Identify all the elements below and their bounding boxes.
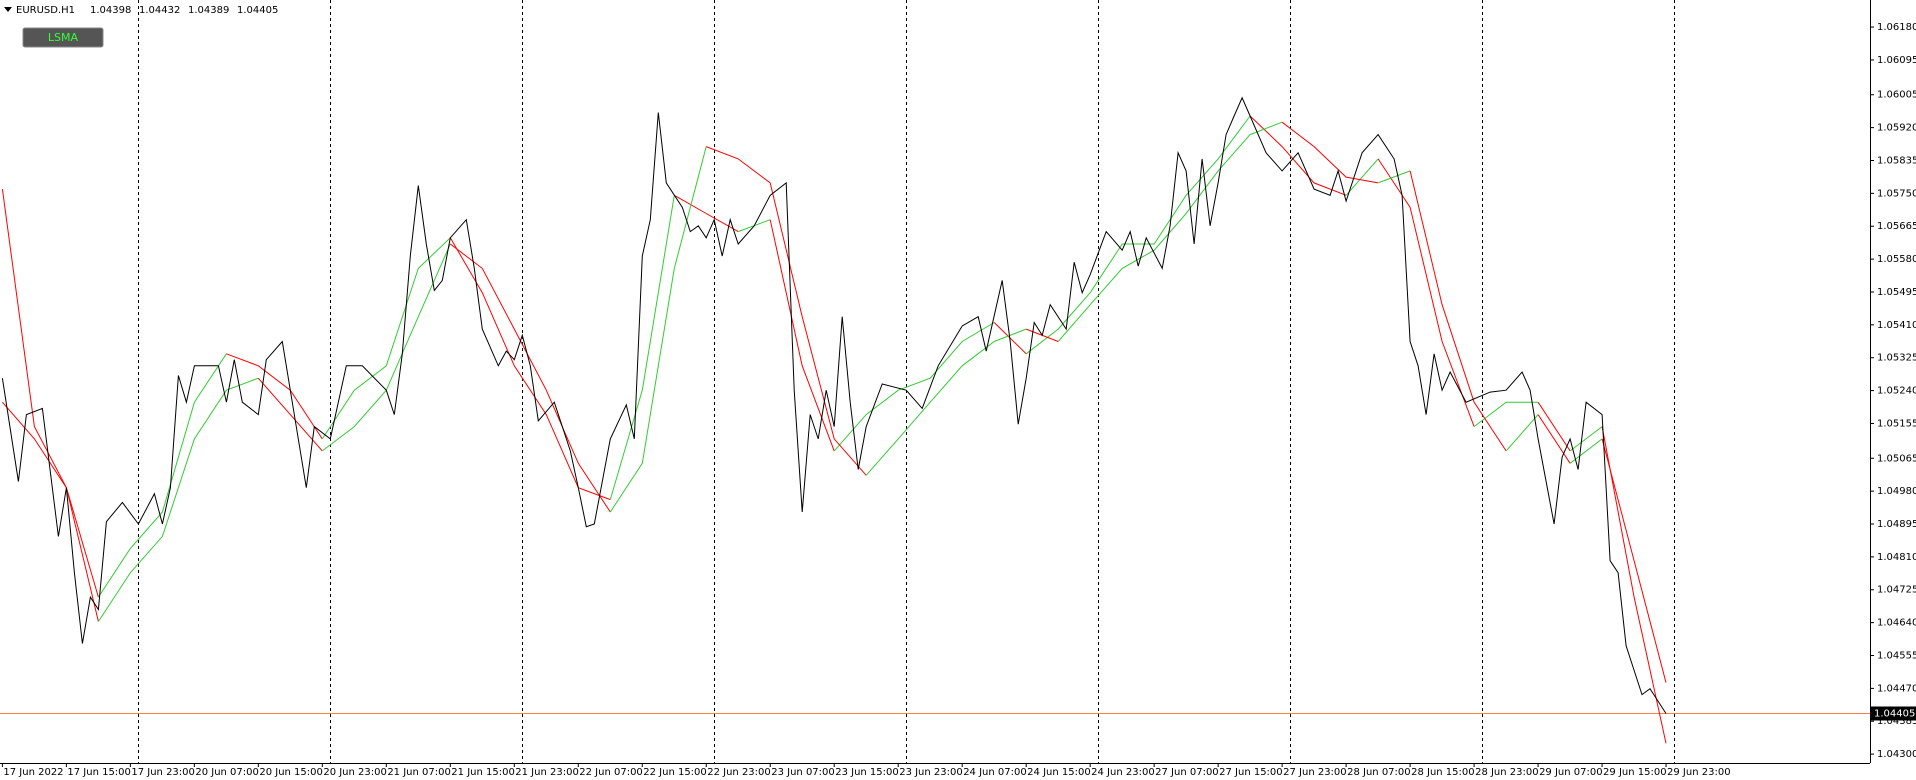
x-tick-label: 17 Jun 15:00: [67, 767, 131, 778]
x-tick-label: 28 Jun 23:00: [1475, 767, 1539, 778]
x-tick-label: 22 Jun 07:00: [579, 767, 643, 778]
lsma-line: [1345, 158, 1379, 196]
lsma-line: [1281, 121, 1379, 184]
x-tick-label: 27 Jun 23:00: [1283, 767, 1347, 778]
y-tick-label: 1.04810: [1877, 552, 1916, 563]
lsma-line: [1409, 170, 1507, 452]
x-tick-label: 23 Jun 07:00: [771, 767, 835, 778]
low: 1.04389: [188, 5, 229, 16]
y-tick-label: 1.04725: [1877, 585, 1916, 596]
y-tick-label: 1.05835: [1877, 155, 1916, 166]
lsma-line: [1, 189, 99, 622]
x-tick-label: 17 Jun 23:00: [131, 767, 195, 778]
lsma-line: [1601, 438, 1667, 683]
plot-area: [0, 0, 1870, 763]
indicator-button[interactable]: [22, 27, 104, 48]
lsma-line: [1569, 426, 1603, 452]
lsma-line: [257, 377, 323, 452]
x-tick-label: 28 Jun 15:00: [1411, 767, 1475, 778]
y-tick-label: 1.04895: [1877, 519, 1916, 530]
close: 1.04405: [237, 5, 278, 16]
lsma-line: [1537, 414, 1571, 464]
x-tick-label: 20 Jun 15:00: [259, 767, 323, 778]
lsma-line: [97, 353, 227, 598]
lsma-line: [706, 146, 867, 476]
x-tick-label: 21 Jun 23:00: [515, 767, 579, 778]
y-tick-label: 1.06005: [1877, 90, 1916, 101]
menu-triangle[interactable]: [4, 7, 12, 12]
x-tick-label: 24 Jun 15:00: [1027, 767, 1091, 778]
lsma-line: [865, 328, 1027, 476]
y-tick-label: 1.04980: [1877, 486, 1916, 497]
high: 1.04432: [139, 5, 180, 16]
y-tick-label: 1.05155: [1877, 418, 1916, 429]
x-tick-label: 29 Jun 07:00: [1539, 767, 1603, 778]
y-tick-label: 1.05410: [1877, 320, 1916, 331]
x-tick-label: 23 Jun 15:00: [835, 767, 899, 778]
y-tick-label: 1.05580: [1877, 254, 1916, 265]
price-line: [1, 96, 1667, 714]
lsma-line: [1505, 414, 1539, 452]
x-tick-label: 17 Jun 2022: [3, 767, 63, 778]
symbol: EURUSD.H1: [16, 5, 75, 16]
lsma-line: [97, 377, 259, 622]
lsma-line: [1537, 401, 1571, 452]
x-tick-label: 27 Jun 15:00: [1219, 767, 1283, 778]
x-tick-label: 21 Jun 15:00: [451, 767, 515, 778]
x-tick-label: 20 Jun 07:00: [195, 767, 259, 778]
y-tick-label: 1.06180: [1877, 22, 1916, 33]
lsma-line: [226, 353, 323, 440]
y-tick-label: 1.05750: [1877, 188, 1916, 199]
open: 1.04398: [90, 5, 131, 16]
y-tick-label: 1.05325: [1877, 353, 1916, 364]
y-tick-label: 1.05920: [1877, 123, 1916, 134]
y-tick-label: 1.05240: [1877, 386, 1916, 397]
lsma-line: [1377, 158, 1475, 427]
lsma-line: [449, 237, 611, 501]
x-tick-label: 22 Jun 15:00: [643, 767, 707, 778]
lsma-line: [1377, 170, 1411, 184]
lsma-line: [2, 401, 99, 598]
last-price-label: 1.04405: [1874, 708, 1915, 719]
y-tick-label: 1.06095: [1877, 55, 1916, 66]
lsma-line: [609, 195, 675, 500]
x-tick-label: 22 Jun 23:00: [707, 767, 771, 778]
y-tick-label: 1.04300: [1877, 749, 1916, 760]
x-tick-label: 27 Jun 07:00: [1155, 767, 1219, 778]
lsma-line: [449, 243, 611, 513]
lsma-line: [609, 146, 707, 513]
last-price-box: [1871, 706, 1916, 721]
lsma-line: [1025, 115, 1251, 355]
x-tick-label: 29 Jun 23:00: [1667, 767, 1731, 778]
y-tick-label: 1.05065: [1877, 453, 1916, 464]
lsma-line: [674, 194, 739, 233]
x-tick-label: 24 Jun 07:00: [963, 767, 1027, 778]
y-tick-label: 1.05665: [1877, 221, 1916, 232]
x-tick-label: 29 Jun 15:00: [1603, 767, 1667, 778]
indicator-button-label[interactable]: LSMA: [48, 31, 79, 44]
y-tick-label: 1.04385: [1877, 716, 1916, 727]
x-tick-label: 21 Jun 07:00: [387, 767, 451, 778]
lsma-line: [769, 219, 835, 452]
x-tick-label: 23 Jun 23:00: [899, 767, 963, 778]
lsma-line: [1057, 121, 1283, 342]
y-tick-label: 1.05495: [1877, 287, 1916, 298]
lsma-line: [833, 322, 995, 452]
lsma-line: [1601, 426, 1667, 744]
x-tick-label: 24 Jun 23:00: [1091, 767, 1155, 778]
y-tick-label: 1.04640: [1877, 618, 1916, 629]
y-tick-label: 1.04470: [1877, 683, 1916, 694]
lsma-line: [1249, 115, 1347, 196]
y-tick-label: 1.04555: [1877, 650, 1916, 661]
x-tick-label: 28 Jun 07:00: [1347, 767, 1411, 778]
x-tick-label: 20 Jun 23:00: [323, 767, 387, 778]
